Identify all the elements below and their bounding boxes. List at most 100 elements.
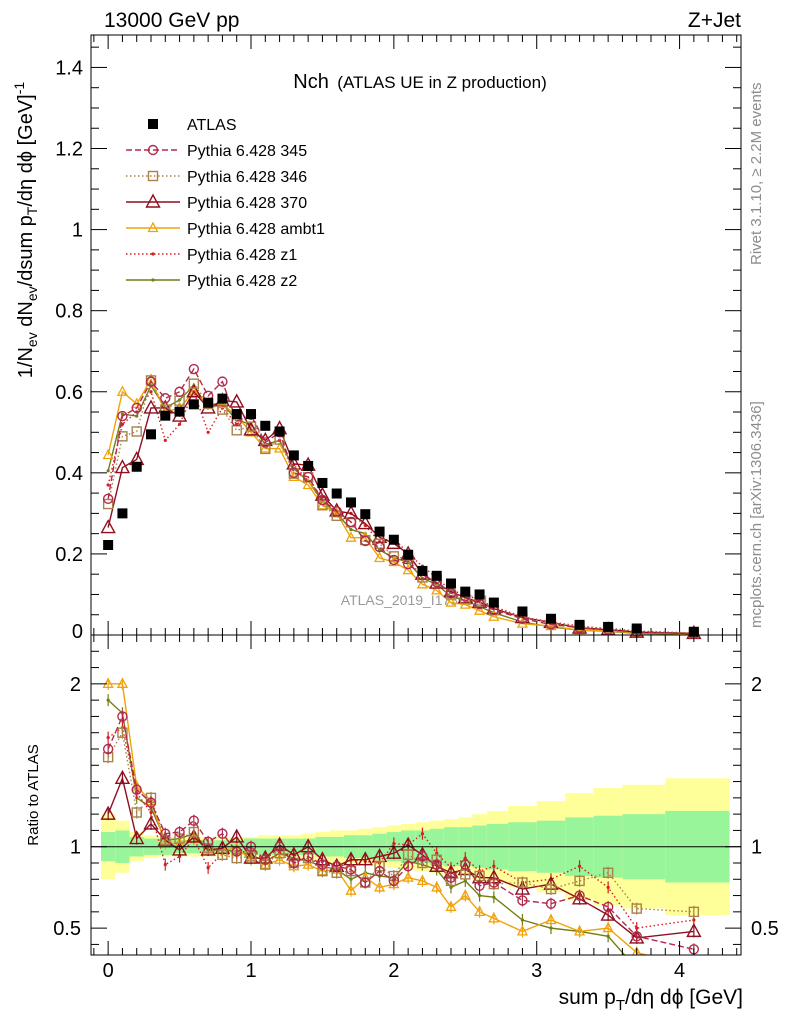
ratio-point-ambt1 <box>416 874 429 886</box>
legend: ATLAS Pythia 6.428 345 Pythia 6.428 346 Pyt… <box>126 117 325 290</box>
ratio-point-p345 <box>417 851 428 862</box>
point-atlas <box>374 526 385 537</box>
ratio-point-ambt1 <box>345 884 357 895</box>
ratio-point-z2 <box>492 895 496 899</box>
ratio-point-p346 <box>574 875 585 887</box>
ratio-point-p345 <box>117 711 128 722</box>
ratio-point-p346 <box>545 883 557 895</box>
ratio-line-ambt1 <box>108 683 650 955</box>
point-atlas <box>146 429 156 440</box>
legend-label-p346: Pythia 6.428 346 <box>187 169 307 186</box>
legend-marker-p345 <box>147 144 159 156</box>
point-atlas <box>217 393 228 404</box>
ratio-point-z2 <box>349 877 353 881</box>
point-atlas <box>346 497 356 508</box>
point-p370 <box>186 383 202 398</box>
point-z1 <box>206 430 210 434</box>
point-p346 <box>102 498 114 510</box>
series-line-p346 <box>107 378 694 634</box>
point-atlas <box>203 397 214 408</box>
ratio-point-p370 <box>571 890 588 905</box>
x-tick-label: 4 <box>674 960 685 982</box>
point-ambt1 <box>473 604 486 615</box>
series-atlas <box>103 393 699 637</box>
legend-label-p345: Pythia 6.428 345 <box>187 143 307 160</box>
ratio-point-p370 <box>200 841 216 856</box>
ratio-point-p346 <box>402 849 414 861</box>
point-p345 <box>388 554 400 566</box>
ratio-point-z2 <box>692 967 695 970</box>
legend-item-atlas: ATLAS <box>148 117 237 134</box>
point-z1 <box>163 438 167 443</box>
point-atlas <box>131 461 142 472</box>
plot-title-sub: (ATLAS UE in Z production) <box>337 73 546 92</box>
ratio-point-ambt1 <box>473 905 486 916</box>
point-z2 <box>106 469 110 473</box>
point-atlas <box>688 626 699 637</box>
ratio-point-p345 <box>545 898 557 909</box>
point-p346 <box>374 538 385 549</box>
point-p346 <box>260 443 271 455</box>
ratio-point-p370 <box>143 815 159 830</box>
ratio-point-p370 <box>686 922 702 938</box>
ratio-point-z1 <box>177 854 182 859</box>
ratio-point-z2 <box>106 698 110 702</box>
point-p346 <box>117 431 128 442</box>
point-z1 <box>106 483 110 487</box>
ratio-point-p346 <box>131 807 142 818</box>
x-tick-label: 1 <box>245 960 256 982</box>
point-ambt1 <box>302 478 314 490</box>
ratio-point-p345 <box>331 861 342 872</box>
ratio-point-p370 <box>243 849 259 864</box>
point-ambt1 <box>373 551 386 563</box>
ratio-point-p345 <box>574 890 585 901</box>
point-p370 <box>429 574 445 589</box>
ratio-point-ambt1 <box>102 677 114 689</box>
y-tick-label: 0.2 <box>55 544 83 566</box>
ratio-point-z1 <box>463 856 467 860</box>
ratio-point-p370 <box>429 857 445 872</box>
y-tick-label: 1.4 <box>55 57 83 79</box>
point-atlas <box>574 619 585 630</box>
ratio-point-p370 <box>100 805 116 820</box>
point-ambt1 <box>116 385 129 396</box>
ratio-line-p346 <box>107 730 694 913</box>
ratio-point-ambt1 <box>288 859 300 871</box>
ratio-point-z2 <box>635 967 638 970</box>
ratio-point-p345 <box>102 743 114 755</box>
header-left: 13000 GeV pp <box>104 9 239 32</box>
series-line-ambt1 <box>107 378 694 635</box>
point-z2 <box>135 414 139 418</box>
point-atlas <box>360 509 371 520</box>
ratio-point-p370 <box>229 828 245 843</box>
ratio-series-layer <box>100 677 702 970</box>
ratio-point-p370 <box>114 769 131 785</box>
ratio-point-p345 <box>402 861 414 872</box>
ratio-point-p345 <box>631 931 642 942</box>
point-atlas <box>631 623 642 634</box>
point-atlas <box>460 586 471 597</box>
ratio-point-p345 <box>131 784 142 795</box>
point-ambt1 <box>431 584 443 595</box>
point-z1 <box>235 422 239 426</box>
y-tick-label: 0.6 <box>55 382 83 404</box>
ratio-point-p370 <box>129 830 145 845</box>
ratio-point-p346 <box>688 906 700 918</box>
point-atlas <box>317 477 328 488</box>
point-p345 <box>145 376 157 387</box>
plot-title: Nch (ATLAS UE in Z production) <box>293 71 546 93</box>
point-atlas <box>474 589 485 600</box>
point-p345 <box>131 402 142 414</box>
ratio-point-p346 <box>117 727 128 738</box>
ratio-point-z1 <box>492 864 496 868</box>
point-p346 <box>188 378 200 389</box>
point-ambt1 <box>331 506 343 518</box>
point-atlas <box>231 409 242 420</box>
ratio-point-ambt1 <box>402 871 414 882</box>
x-tick-label: 3 <box>531 960 542 982</box>
ratio-point-p346 <box>517 877 528 888</box>
point-p346 <box>217 404 228 415</box>
ratio-series-p345 <box>102 710 700 955</box>
point-p345 <box>317 494 328 506</box>
